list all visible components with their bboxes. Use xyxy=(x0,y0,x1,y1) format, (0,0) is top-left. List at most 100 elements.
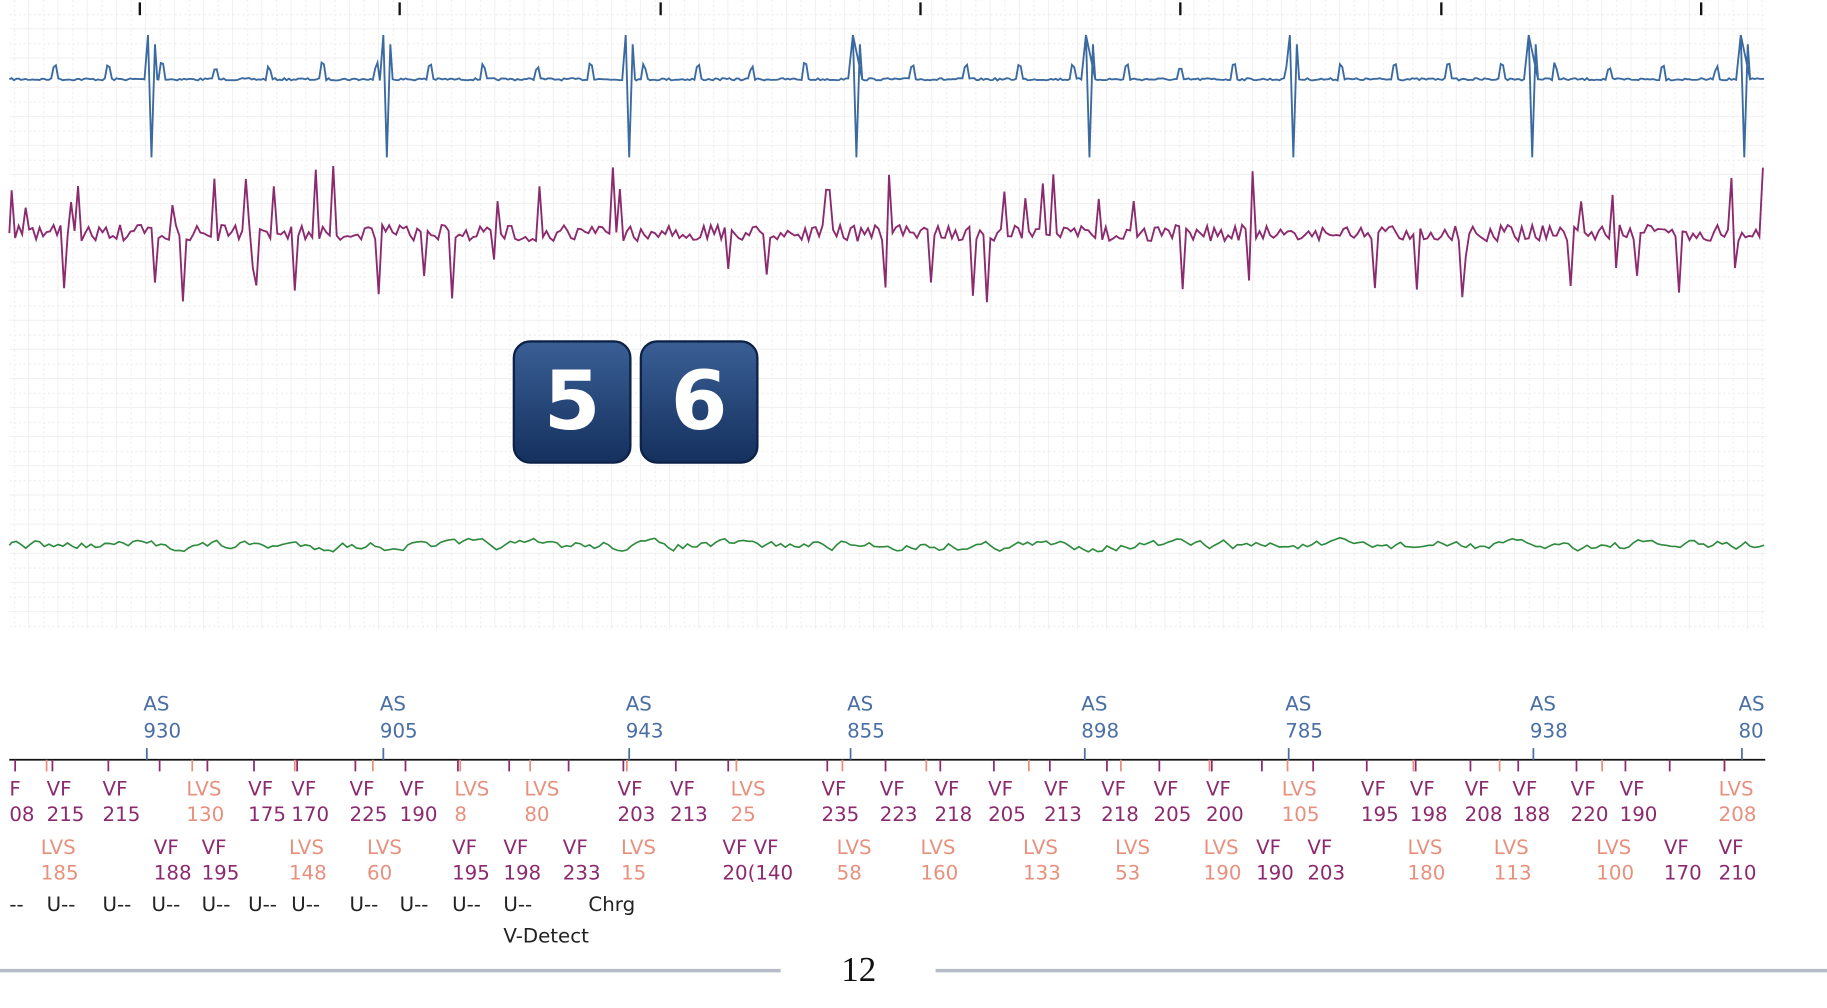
marker-label: VF xyxy=(1719,836,1744,859)
far-field-trace xyxy=(8,536,1765,553)
marker-value: 213 xyxy=(1044,803,1082,826)
marker-label: VF xyxy=(1465,778,1490,801)
status-marker: U-- xyxy=(47,893,76,916)
marker-value: 148 xyxy=(289,861,327,884)
marker-value: 08 xyxy=(9,803,34,826)
markers: AS 930 AS 905 AS 943 AS 855 AS 898 AS 785 AS 938 AS 80 F… xyxy=(9,692,1764,947)
page-number: 12 xyxy=(841,950,876,989)
marker-value: 215 xyxy=(103,803,141,826)
marker-value: 205 xyxy=(1154,803,1192,826)
marker-value: 53 xyxy=(1115,861,1140,884)
marker-value: 203 xyxy=(1307,861,1345,884)
marker-label: VF xyxy=(934,778,959,801)
marker-value: 218 xyxy=(934,803,972,826)
marker-label: VF xyxy=(1044,778,1069,801)
status-marker: U-- xyxy=(151,893,180,916)
annotation: V-Detect xyxy=(503,924,589,947)
status-marker: U-- xyxy=(452,893,481,916)
marker-label: VF xyxy=(1571,778,1596,801)
atrial-label: AS xyxy=(1081,692,1107,715)
atrial-interval: 905 xyxy=(380,719,418,742)
marker-label: LVS xyxy=(367,836,402,859)
marker-value: 58 xyxy=(837,861,862,884)
marker-label: VF xyxy=(618,778,643,801)
marker-label: LVS xyxy=(1282,778,1317,801)
marker-label: LVS xyxy=(1408,836,1443,859)
marker-label: LVS xyxy=(1023,836,1058,859)
status-marker: U-- xyxy=(248,893,277,916)
marker-label: VF xyxy=(1512,778,1537,801)
marker-label: LVS xyxy=(1204,836,1239,859)
atrial-label: AS xyxy=(1530,692,1556,715)
status-marker: U-- xyxy=(400,893,429,916)
marker-value: 220 xyxy=(1571,803,1609,826)
marker-value: 200 xyxy=(1206,803,1244,826)
marker-value: 170 xyxy=(291,803,329,826)
marker-value: 195 xyxy=(1361,803,1399,826)
marker-label: LVS xyxy=(1115,836,1150,859)
marker-value: 195 xyxy=(202,861,240,884)
marker-label: VF xyxy=(103,778,128,801)
atrial-label: AS xyxy=(626,692,652,715)
atrial-interval: 930 xyxy=(143,719,181,742)
marker-label: VF xyxy=(202,836,227,859)
marker-value: 188 xyxy=(1512,803,1550,826)
marker-value: 185 xyxy=(41,861,79,884)
marker-value: 218 xyxy=(1101,803,1139,826)
marker-label: VF xyxy=(1256,836,1281,859)
marker-label: VF xyxy=(350,778,375,801)
marker-label: LVS xyxy=(524,778,559,801)
marker-label: VF xyxy=(821,778,846,801)
marker-value: 198 xyxy=(1410,803,1448,826)
marker-label: VF xyxy=(880,778,905,801)
atrial-interval: 785 xyxy=(1285,719,1323,742)
marker-label: LVS xyxy=(1596,836,1631,859)
marker-label: VF xyxy=(1620,778,1645,801)
marker-label: VF xyxy=(1410,778,1435,801)
marker-value: 203 xyxy=(618,803,656,826)
top-ticks xyxy=(138,2,1703,16)
atrial-label: AS xyxy=(847,692,873,715)
marker-value: 25 xyxy=(731,803,756,826)
status-marker: U-- xyxy=(291,893,320,916)
status-marker: U-- xyxy=(103,893,132,916)
marker-label: LVS xyxy=(1494,836,1529,859)
marker-value: 190 xyxy=(1204,861,1242,884)
atrial-label: AS xyxy=(143,692,169,715)
marker-label: LVS xyxy=(731,778,766,801)
marker-label: VF xyxy=(670,778,695,801)
marker-label: LVS xyxy=(289,836,324,859)
marker-label: VF xyxy=(563,836,588,859)
marker-value: 180 xyxy=(1408,861,1446,884)
marker-value: 213 xyxy=(670,803,708,826)
status-marker: U-- xyxy=(350,893,379,916)
marker-value: 15 xyxy=(621,861,646,884)
atrial-interval: 855 xyxy=(847,719,885,742)
marker-value: 198 xyxy=(503,861,541,884)
marker-value: 160 xyxy=(920,861,958,884)
marker-value: 100 xyxy=(1596,861,1634,884)
marker-value: 235 xyxy=(821,803,859,826)
marker-label: VF xyxy=(1101,778,1126,801)
marker-label: VF xyxy=(1206,778,1231,801)
atrial-label: AS xyxy=(1738,692,1764,715)
status-marker: U-- xyxy=(503,893,532,916)
atrial-interval: 898 xyxy=(1081,719,1119,742)
marker-value: 8 xyxy=(454,803,467,826)
marker-label: F xyxy=(9,778,20,801)
marker-value: 223 xyxy=(880,803,918,826)
marker-value: 225 xyxy=(350,803,388,826)
marker-value: 205 xyxy=(988,803,1026,826)
marker-value: 208 xyxy=(1465,803,1503,826)
marker-label: VF xyxy=(503,836,528,859)
atrial-trace xyxy=(8,34,1765,158)
marker-label: VF xyxy=(248,778,273,801)
marker-value: 208 xyxy=(1719,803,1757,826)
badge-number: 5 xyxy=(544,354,601,449)
status-marker: Chrg xyxy=(588,893,635,916)
marker-value: 195 xyxy=(452,861,490,884)
marker-label: VF xyxy=(452,836,477,859)
marker-value: 105 xyxy=(1282,803,1320,826)
marker-value: 233 xyxy=(563,861,601,884)
